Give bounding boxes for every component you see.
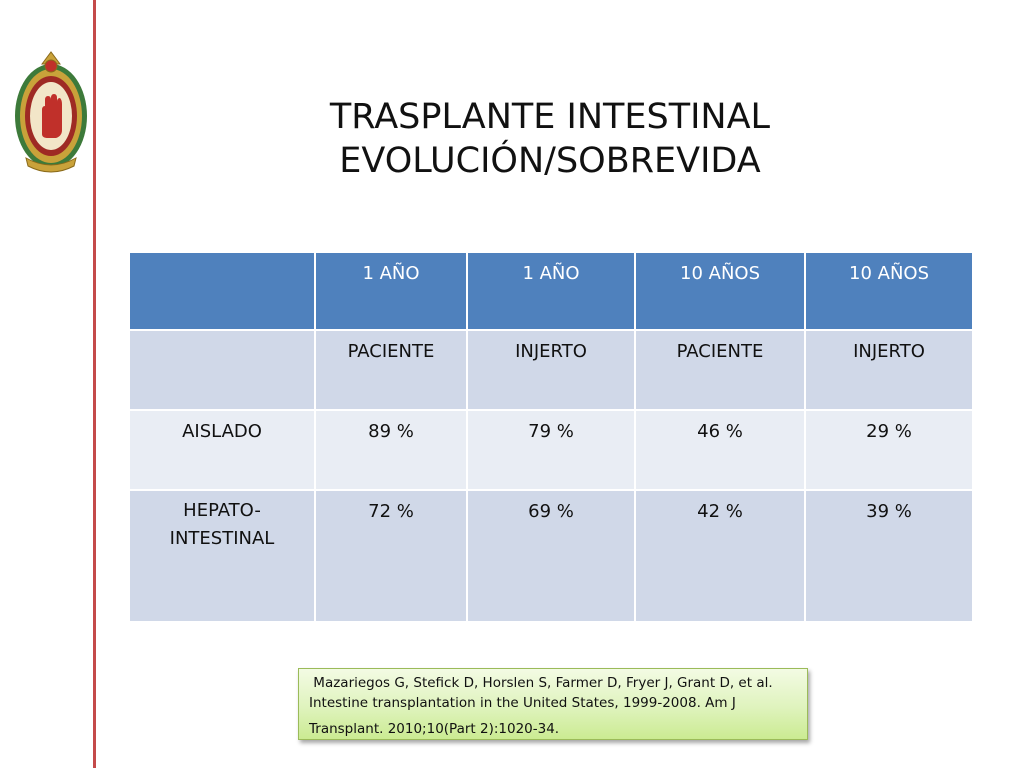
row-label: HEPATO- INTESTINAL (128, 489, 316, 623)
slide-title-line-2: EVOLUCIÓN/SOBREVIDA (339, 141, 761, 181)
table-cell: INJERTO (804, 329, 974, 411)
table-header-cell: 1 AÑO (466, 251, 636, 331)
table-cell: INJERTO (466, 329, 636, 411)
table-cell: PACIENTE (314, 329, 468, 411)
row-label-line: INTESTINAL (169, 528, 275, 549)
table-cell (128, 329, 316, 411)
table-cell: PACIENTE (634, 329, 806, 411)
table-row: AISLADO 89 % 79 % 46 % 29 % (128, 409, 974, 491)
table-cell: 42 % (634, 489, 806, 623)
row-label-line: HEPATO- (183, 500, 261, 521)
citation-line-3: Transplant. 2010;10(Part 2):1020-34. (309, 721, 560, 737)
table-subheader-row: PACIENTE INJERTO PACIENTE INJERTO (128, 329, 974, 411)
slide-title-line-1: TRASPLANTE INTESTINAL (329, 97, 771, 137)
table-cell: 79 % (466, 409, 636, 491)
table-header-cell: 10 AÑOS (634, 251, 806, 331)
slide-accent-line (93, 0, 96, 768)
table-row: HEPATO- INTESTINAL 72 % 69 % 42 % 39 % (128, 489, 974, 623)
citation-line-2: Intestine transplantation in the United … (309, 695, 736, 711)
table-header-cell: 1 AÑO (314, 251, 468, 331)
table-cell: 29 % (804, 409, 974, 491)
table-cell: 69 % (466, 489, 636, 623)
citation-line-1: Mazariegos G, Stefick D, Horslen S, Farm… (309, 675, 773, 691)
table-cell: 72 % (314, 489, 468, 623)
table-header-row: 1 AÑO 1 AÑO 10 AÑOS 10 AÑOS (128, 251, 974, 331)
survival-table: 1 AÑO 1 AÑO 10 AÑOS 10 AÑOS PACIENTE INJ… (128, 251, 974, 623)
row-label: AISLADO (128, 409, 316, 491)
table-cell: 39 % (804, 489, 974, 623)
slide-title: TRASPLANTE INTESTINAL EVOLUCIÓN/SOBREVID… (150, 95, 950, 183)
table-header-cell (128, 251, 316, 331)
table-cell: 46 % (634, 409, 806, 491)
table-cell: 89 % (314, 409, 468, 491)
citation-box: Mazariegos G, Stefick D, Horslen S, Farm… (298, 668, 808, 740)
table-header-cell: 10 AÑOS (804, 251, 974, 331)
university-crest-icon (15, 51, 87, 173)
